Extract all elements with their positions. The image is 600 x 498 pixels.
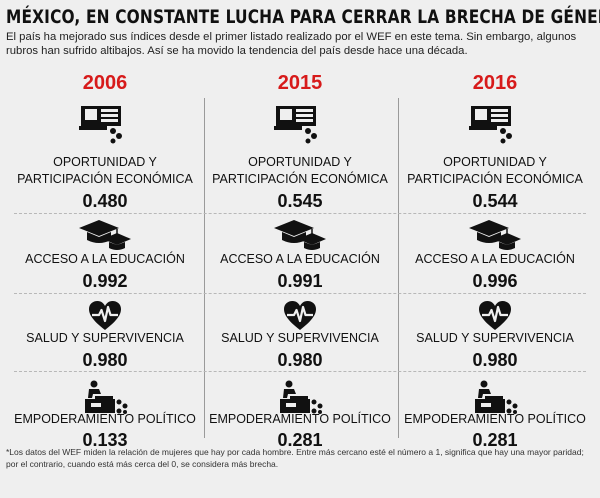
category-label-political: EMPODERAMIENTO POLÍTICO <box>404 412 586 426</box>
category-label-education: ACCESO A LA EDUCACIÓN <box>25 252 185 266</box>
podium-speaker-icon <box>475 380 518 414</box>
category-label-economic: PARTICIPACIÓN ECONÓMICA <box>407 172 583 186</box>
value-education: 0.992 <box>82 271 128 291</box>
row-divider <box>14 371 586 372</box>
year-heading: 2016 <box>472 72 518 94</box>
category-label-economic: OPORTUNIDAD Y <box>53 155 157 169</box>
graduation-caps-icon <box>79 220 131 250</box>
cash-register-coins-icon <box>79 106 122 144</box>
value-health: 0.980 <box>82 350 128 370</box>
row-divider <box>14 293 586 294</box>
year-heading: 2015 <box>277 72 323 94</box>
heart-pulse-icon <box>89 301 121 330</box>
footnote: *Los datos del WEF miden la relación de … <box>6 447 584 469</box>
category-label-health: SALUD Y SUPERVIVENCIA <box>26 331 184 345</box>
value-political: 0.281 <box>277 430 323 450</box>
category-label-political: EMPODERAMIENTO POLÍTICO <box>209 412 391 426</box>
category-label-health: SALUD Y SUPERVIVENCIA <box>221 331 379 345</box>
graduation-caps-icon <box>274 220 326 250</box>
category-label-education: ACCESO A LA EDUCACIÓN <box>415 252 575 266</box>
value-economic: 0.545 <box>277 191 323 211</box>
podium-speaker-icon <box>280 380 323 414</box>
category-label-health: SALUD Y SUPERVIVENCIA <box>416 331 574 345</box>
page-title: MÉXICO, EN CONSTANTE LUCHA PARA CERRAR L… <box>6 6 600 28</box>
category-label-economic: OPORTUNIDAD Y <box>248 155 352 169</box>
value-health: 0.980 <box>472 350 518 370</box>
subtitle: El país ha mejorado sus índices desde el… <box>6 31 577 57</box>
year-heading: 2006 <box>82 72 128 94</box>
category-label-political: EMPODERAMIENTO POLÍTICO <box>14 412 196 426</box>
heart-pulse-icon <box>479 301 511 330</box>
value-education: 0.991 <box>277 271 323 291</box>
value-education: 0.996 <box>472 271 518 291</box>
value-political: 0.281 <box>472 430 518 450</box>
row-divider <box>14 213 586 214</box>
year-column-2016: 2016 OPORTUNIDAD Y PARTICIPACIÓN ECONÓMI… <box>398 70 592 450</box>
heart-pulse-icon <box>284 301 316 330</box>
value-economic: 0.544 <box>472 191 518 211</box>
cash-register-coins-icon <box>274 106 317 144</box>
year-column-2015: 2015 OPORTUNIDAD Y PARTICIPACIÓN ECONÓMI… <box>203 70 397 450</box>
podium-speaker-icon <box>85 380 128 414</box>
category-label-education: ACCESO A LA EDUCACIÓN <box>220 252 380 266</box>
value-health: 0.980 <box>277 350 323 370</box>
cash-register-coins-icon <box>469 106 512 144</box>
value-political: 0.133 <box>82 430 128 450</box>
value-economic: 0.480 <box>82 191 128 211</box>
category-label-economic: PARTICIPACIÓN ECONÓMICA <box>17 172 193 186</box>
column-divider <box>204 98 205 438</box>
column-divider <box>398 98 399 438</box>
year-column-2006: 2006 OPORTUNIDAD Y PARTICIPACIÓN ECONÓMI… <box>8 70 202 450</box>
graduation-caps-icon <box>469 220 521 250</box>
category-label-economic: PARTICIPACIÓN ECONÓMICA <box>212 172 388 186</box>
category-label-economic: OPORTUNIDAD Y <box>443 155 547 169</box>
